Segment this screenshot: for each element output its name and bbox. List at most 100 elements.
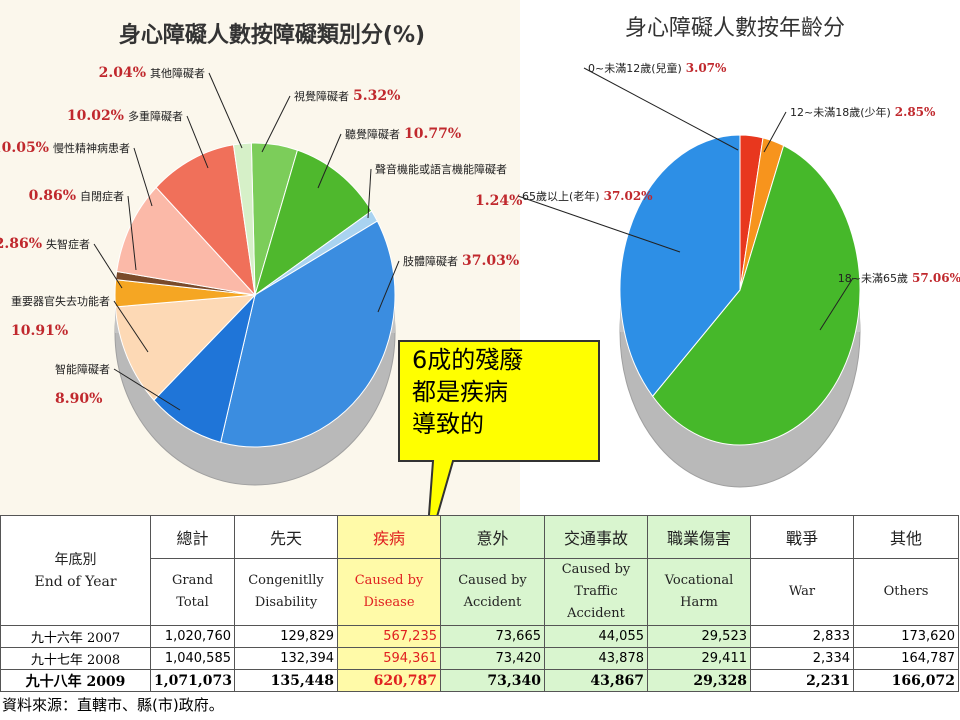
- chart-title-category: 身心障礙人數按障礙類別分(%): [119, 22, 425, 48]
- pie-slice: [116, 186, 257, 296]
- col-sub-war: War: [750, 558, 854, 626]
- slice-label: 多重障礙者: [128, 109, 183, 123]
- cell-accident: 73,340: [440, 669, 545, 692]
- leader-line: [186, 115, 209, 169]
- chart-title-age: 身心障礙人數按年齡分: [625, 16, 845, 41]
- callout-line: 6成的殘廢: [412, 346, 524, 374]
- cell-vocational: 29,411: [647, 647, 751, 670]
- leader-line: [208, 72, 243, 149]
- slice-label: 慢性精神病患者: [53, 141, 130, 155]
- cell-traffic: 43,878: [544, 647, 648, 670]
- pie-age-labels: 0~未滿12歲(兒童) 3.07% 12~未滿18歲(少年) 2.85% 18~未滿65…: [517, 61, 960, 331]
- leader-line: [133, 147, 153, 207]
- slice-percentage: 37.02%: [604, 189, 654, 203]
- callout-text: 6成的殘廢 都是疾病 導致的: [412, 344, 592, 440]
- year-header-cell: 年底別 End of Year: [0, 515, 151, 626]
- col-header-traffic: 交通事故: [544, 515, 648, 559]
- col-sub-traffic: Caused by Traffic Accident: [544, 558, 648, 626]
- leader-line: [127, 195, 137, 271]
- callout-shape: [398, 340, 600, 556]
- table-row: 九十七年 2008 1,040,585 132,394 594,361 73,4…: [0, 647, 959, 670]
- callout-line: 都是疾病: [412, 378, 508, 406]
- slice-percentage: 0.86%: [29, 188, 76, 204]
- slice-percentage: 3.07%: [686, 61, 727, 75]
- cell-others: 166,072: [853, 669, 959, 692]
- slice-percentage: 5.32%: [353, 88, 400, 104]
- cell-traffic: 43,867: [544, 669, 648, 692]
- year-header-zh: 年底別: [54, 551, 97, 568]
- slice-percentage: 10.02%: [67, 108, 124, 124]
- cell-others: 164,787: [853, 647, 959, 670]
- slice-percentage: 10.91%: [11, 323, 68, 339]
- year-header-en: End of Year: [34, 573, 117, 590]
- cell-accident: 73,665: [440, 625, 545, 648]
- col-sub-vocational: Vocational Harm: [647, 558, 751, 626]
- slice-label: 聲音機能或語言機能障礙者: [375, 162, 507, 176]
- leader-line: [317, 133, 342, 189]
- col-sub-total: Grand Total: [150, 558, 235, 626]
- leader-line: [367, 168, 372, 219]
- pie-category-labels: 視覺障礙者 5.32% 聽覺障礙者 10.77% 聲音機能或語言機能障礙者 1.24% 肢體…: [0, 65, 522, 411]
- col-header-others: 其他: [853, 515, 959, 559]
- pie-slice: [220, 220, 396, 448]
- slice-percentage: 37.03%: [462, 253, 519, 269]
- cell-total: 1,040,585: [150, 647, 235, 670]
- leader-line: [517, 195, 681, 253]
- slice-percentage: 57.06%: [912, 271, 960, 285]
- cell-congenital: 129,829: [234, 625, 338, 648]
- pie-slice: [619, 134, 741, 398]
- pie-slice: [153, 293, 256, 443]
- leader-line: [113, 368, 181, 411]
- col-header-congenital: 先天: [234, 515, 338, 559]
- slice-label: 肢體障礙者: [403, 254, 458, 268]
- pie-slice: [114, 294, 257, 401]
- slice-label: 聽覺障礙者: [345, 127, 400, 141]
- leader-line: [377, 260, 400, 313]
- cell-others: 173,620: [853, 625, 959, 648]
- slice-label: 視覺障礙者: [294, 89, 349, 103]
- leader-line: [113, 300, 149, 353]
- leader-line: [763, 111, 787, 153]
- slice-percentage: 8.90%: [55, 391, 102, 407]
- slice-percentage: 10.77%: [404, 126, 461, 142]
- leader-line: [261, 95, 291, 153]
- statistics-table-wrapper: 年底別 End of Year 總計 先天 疾病 意外 交通事故 職業傷害 戰爭…: [0, 515, 960, 692]
- cell-war: 2,231: [750, 669, 854, 692]
- col-header-accident: 意外: [440, 515, 545, 559]
- pie-category: [114, 142, 396, 486]
- row-label: 九十七年 2008: [0, 647, 151, 670]
- col-header-disease: 疾病: [337, 515, 441, 559]
- callout-line: 導致的: [412, 410, 484, 438]
- cell-disease: 594,361: [337, 647, 441, 670]
- leader-line: [93, 243, 123, 289]
- pie-slice: [651, 144, 861, 446]
- leader-line: [583, 67, 739, 151]
- table-row: 九十六年 2007 1,020,760 129,829 567,235 73,6…: [0, 625, 959, 648]
- cell-total: 1,020,760: [150, 625, 235, 648]
- statistics-table: 年底別 End of Year 總計 先天 疾病 意外 交通事故 職業傷害 戰爭…: [0, 515, 959, 692]
- cell-total: 1,071,073: [150, 669, 235, 692]
- cell-disease: 620,787: [337, 669, 441, 692]
- slice-percentage: 10.05%: [0, 140, 49, 156]
- callout-bubble: [398, 340, 600, 556]
- table-row: 九十八年 2009 1,071,073 135,448 620,787 73,3…: [0, 669, 959, 692]
- slice-label: 重要器官失去功能者: [11, 294, 110, 308]
- pie-slice: [232, 142, 256, 296]
- slice-label: 0~未滿12歲(兒童): [588, 61, 682, 75]
- cell-accident: 73,420: [440, 647, 545, 670]
- leader-line: [819, 277, 854, 331]
- cell-disease: 567,235: [337, 625, 441, 648]
- pie-age: [619, 134, 861, 488]
- slice-percentage: 2.86%: [0, 236, 42, 252]
- slice-percentage: 2.04%: [99, 65, 146, 81]
- col-sub-accident: Caused by Accident: [440, 558, 545, 626]
- slice-label: 12~未滿18歲(少年): [790, 105, 891, 119]
- slice-label: 失智症者: [46, 237, 90, 251]
- col-sub-congenital: Congenitlly Disability: [234, 558, 338, 626]
- slice-percentage: 1.24%: [475, 193, 522, 209]
- slice-label: 18~未滿65歲: [838, 271, 908, 285]
- cell-traffic: 44,055: [544, 625, 648, 648]
- slice-label: 65歲以上(老年): [522, 189, 600, 203]
- cell-war: 2,334: [750, 647, 854, 670]
- col-header-war: 戰爭: [750, 515, 854, 559]
